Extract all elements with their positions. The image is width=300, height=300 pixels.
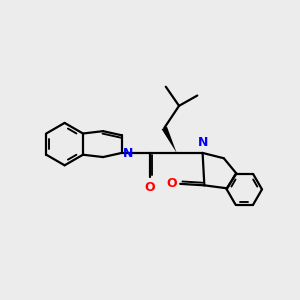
Text: O: O	[167, 177, 177, 190]
Text: O: O	[144, 181, 155, 194]
Text: N: N	[123, 147, 134, 160]
Polygon shape	[162, 127, 177, 153]
Text: N: N	[197, 136, 208, 149]
